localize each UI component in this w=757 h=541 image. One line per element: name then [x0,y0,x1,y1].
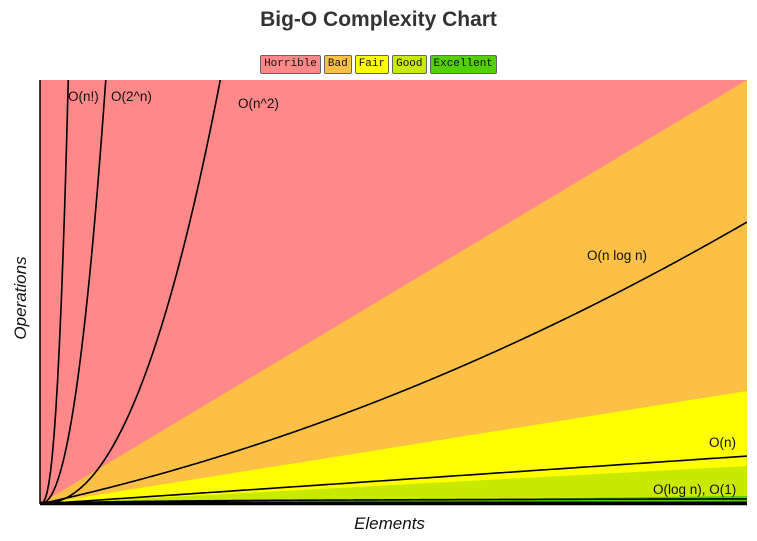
chart-title: Big-O Complexity Chart [260,8,497,31]
curve-o-nlogn [40,221,747,504]
legend-item-excellent: Excellent [429,55,497,74]
curve-label: O(n log n) [587,248,647,263]
curve-label: O(n^2) [238,96,279,111]
legend-item-good: Good [392,55,427,74]
curve-o-log [40,498,747,504]
curve-label: O(n) [709,435,736,450]
curve-o-factorial [40,80,70,504]
curve-o-linear [40,455,747,504]
curve-label: O(2^n) [111,89,152,104]
legend-item-fair: Fair [354,55,390,74]
legend: Horrible Bad Fair Good Excellent [0,55,757,74]
curve-o-exponential [40,80,107,504]
curve-o-quadratic [40,80,222,504]
y-axis-label: Operations [11,256,30,340]
region-bad [40,80,747,504]
curve-label: O(log n), O(1) [653,482,736,497]
curve-label: O(n!) [68,89,99,104]
x-axis-label: Elements [354,514,425,533]
legend-item-horrible: Horrible [260,55,321,74]
legend-item-bad: Bad [323,55,352,74]
region-good [40,466,747,504]
